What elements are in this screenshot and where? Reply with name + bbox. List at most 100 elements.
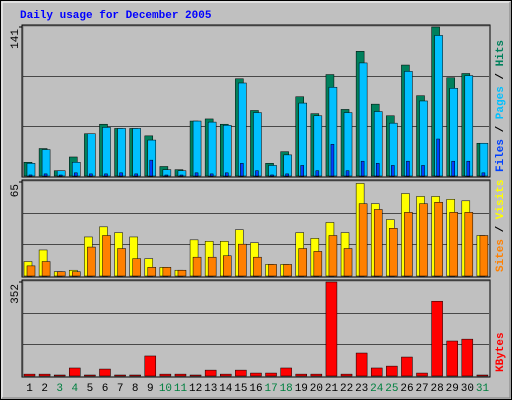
- x-tick-label: 20: [310, 383, 323, 395]
- bar: [401, 356, 413, 377]
- x-tick-label: 27: [415, 383, 428, 395]
- legend: KBytes: [495, 332, 507, 372]
- bar: [370, 367, 383, 377]
- bar: [404, 212, 413, 277]
- bar: [41, 149, 51, 177]
- bar: [38, 373, 51, 377]
- bar: [280, 367, 292, 377]
- bar: [28, 174, 33, 177]
- bar: [43, 173, 48, 177]
- bar: [194, 172, 199, 177]
- bar: [147, 267, 157, 277]
- bar: [265, 372, 277, 377]
- legend: Sites / Visits: [495, 180, 507, 272]
- bar: [149, 159, 154, 177]
- x-tick-label: 31: [476, 383, 490, 395]
- bar: [343, 248, 353, 277]
- bar: [26, 265, 36, 277]
- bar: [58, 174, 63, 177]
- bar: [479, 142, 489, 177]
- bar: [313, 251, 323, 277]
- bar: [283, 154, 292, 177]
- bar: [300, 165, 304, 177]
- x-tick-label: 25: [385, 383, 398, 395]
- legend-separator: /: [495, 119, 507, 132]
- bar: [295, 373, 307, 377]
- bar: [102, 127, 111, 177]
- bar: [419, 203, 428, 277]
- bar: [419, 100, 428, 177]
- bar: [389, 228, 398, 277]
- bar: [223, 125, 232, 177]
- bar: [209, 173, 214, 177]
- bar: [72, 271, 81, 277]
- bar: [179, 174, 184, 177]
- x-tick-label: 18: [280, 383, 293, 395]
- bar: [134, 173, 138, 177]
- plot-bevel: [22, 180, 489, 276]
- bar: [114, 374, 126, 377]
- bar: [235, 369, 247, 377]
- plot-bevel: [22, 280, 489, 376]
- bar: [446, 340, 458, 377]
- bar: [464, 75, 474, 177]
- x-tick-label: 22: [340, 383, 353, 395]
- x-tick-label: 17: [264, 383, 277, 395]
- legend-entry: Pages: [495, 80, 507, 120]
- bar: [159, 373, 172, 377]
- bar: [343, 112, 353, 177]
- x-tick-label: 1: [26, 383, 33, 395]
- bar: [436, 138, 440, 177]
- bar: [313, 115, 323, 177]
- bar: [476, 374, 489, 377]
- bar: [340, 373, 353, 377]
- legend-entry: Visits: [495, 180, 507, 220]
- bar: [406, 160, 410, 177]
- bar: [375, 163, 380, 177]
- bar: [298, 248, 307, 277]
- bar: [207, 256, 217, 277]
- bar: [162, 267, 172, 277]
- bar: [102, 235, 111, 277]
- bar: [41, 261, 51, 277]
- y-tick-label: 352: [10, 284, 22, 304]
- y-tick-label: 141: [10, 29, 22, 49]
- bar: [84, 374, 96, 377]
- bar: [238, 243, 247, 277]
- bar: [466, 160, 471, 177]
- bar: [53, 374, 66, 377]
- bar: [225, 172, 229, 177]
- bar: [177, 269, 187, 277]
- plot-bevel: [22, 25, 489, 176]
- legend-entry: Sites: [495, 232, 507, 272]
- bar: [310, 373, 323, 377]
- bar: [129, 374, 141, 377]
- bar: [132, 258, 141, 277]
- x-tick-label: 24: [370, 383, 384, 395]
- x-tick-label: 9: [147, 383, 154, 395]
- legend: Files / Pages / Hits: [495, 40, 507, 172]
- bar: [99, 368, 111, 377]
- x-tick-label: 30: [461, 383, 474, 395]
- bar: [298, 102, 307, 177]
- bar: [373, 209, 383, 277]
- bar: [23, 373, 36, 377]
- x-tick-label: 21: [325, 383, 339, 395]
- bar: [26, 163, 36, 177]
- legend-entry: Files: [495, 132, 507, 172]
- bar: [464, 212, 474, 277]
- x-tick-label: 6: [102, 383, 109, 395]
- bar: [117, 248, 126, 277]
- x-tick-label: 16: [249, 383, 262, 395]
- legend-entry: Hits: [495, 40, 507, 66]
- x-tick-label: 12: [189, 383, 202, 395]
- bar: [451, 160, 455, 177]
- bar: [189, 374, 202, 377]
- bar: [192, 256, 202, 277]
- bar: [449, 212, 458, 277]
- x-tick-label: 28: [431, 383, 444, 395]
- bar: [358, 203, 368, 277]
- bar: [315, 170, 320, 177]
- bar: [56, 271, 66, 277]
